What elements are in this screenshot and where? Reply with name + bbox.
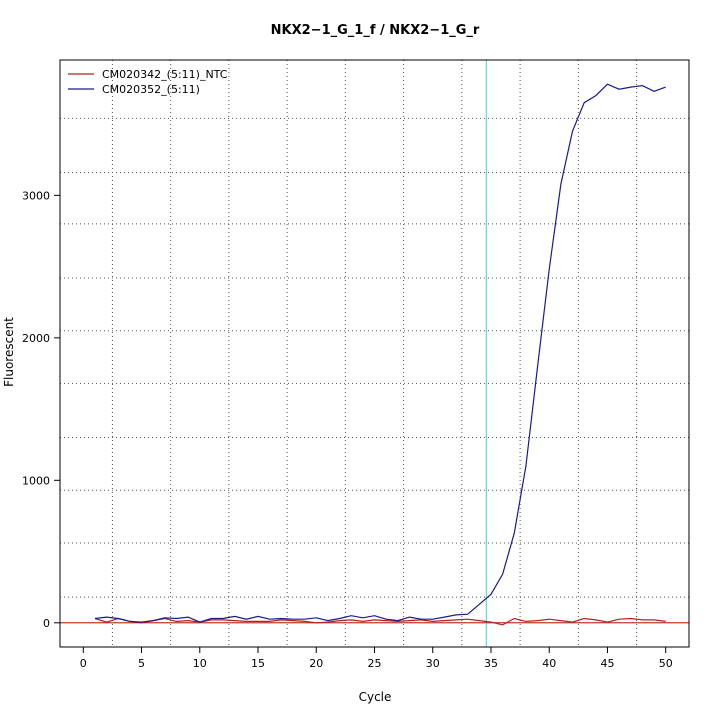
y-tick-label: 1000 — [22, 474, 50, 487]
x-tick-label: 10 — [193, 657, 207, 670]
x-axis: 0 5 10 15 20 25 30 35 40 45 50 — [80, 647, 673, 670]
legend: CM020342_(5:11)_NTC CM020352_(5:11) — [68, 68, 228, 96]
x-axis-label: Cycle — [359, 690, 392, 704]
series-line-2 — [94, 83, 666, 623]
y-axis-label: Fluorescent — [2, 317, 16, 387]
legend-label: CM020342_(5:11)_NTC — [102, 68, 228, 81]
x-tick-label: 5 — [138, 657, 145, 670]
y-tick-label: 2000 — [22, 332, 50, 345]
chart-title: NKX2−1_G_1_f / NKX2−1_G_r — [271, 23, 480, 38]
x-tick-label: 45 — [600, 657, 614, 670]
legend-label: CM020352_(5:11) — [102, 83, 200, 96]
x-tick-label: 25 — [368, 657, 382, 670]
x-tick-label: 20 — [309, 657, 323, 670]
x-tick-label: 50 — [659, 657, 673, 670]
grid-layer — [60, 60, 689, 647]
y-axis: 0 1000 2000 3000 — [22, 189, 60, 630]
x-tick-label: 0 — [80, 657, 87, 670]
x-tick-label: 35 — [484, 657, 498, 670]
series-line-1 — [94, 617, 666, 626]
x-tick-label: 30 — [426, 657, 440, 670]
series-layer — [94, 83, 666, 626]
y-tick-label: 3000 — [22, 189, 50, 202]
x-tick-label: 40 — [542, 657, 556, 670]
y-tick-label: 0 — [43, 617, 50, 630]
plot-frame — [59, 59, 690, 648]
reference-lines — [60, 60, 689, 647]
x-tick-label: 15 — [251, 657, 265, 670]
